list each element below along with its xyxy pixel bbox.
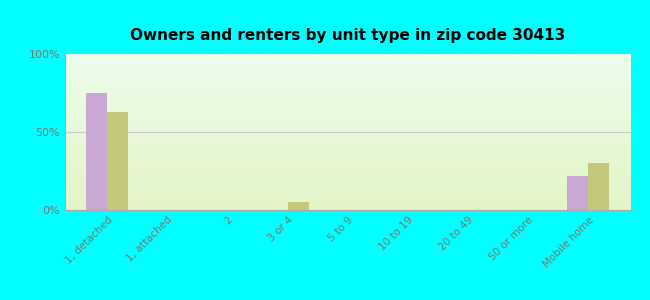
Title: Owners and renters by unit type in zip code 30413: Owners and renters by unit type in zip c… xyxy=(130,28,566,43)
Bar xyxy=(588,163,610,210)
Bar xyxy=(107,112,128,210)
Bar xyxy=(567,176,588,210)
Bar xyxy=(86,93,107,210)
Bar xyxy=(287,202,309,210)
